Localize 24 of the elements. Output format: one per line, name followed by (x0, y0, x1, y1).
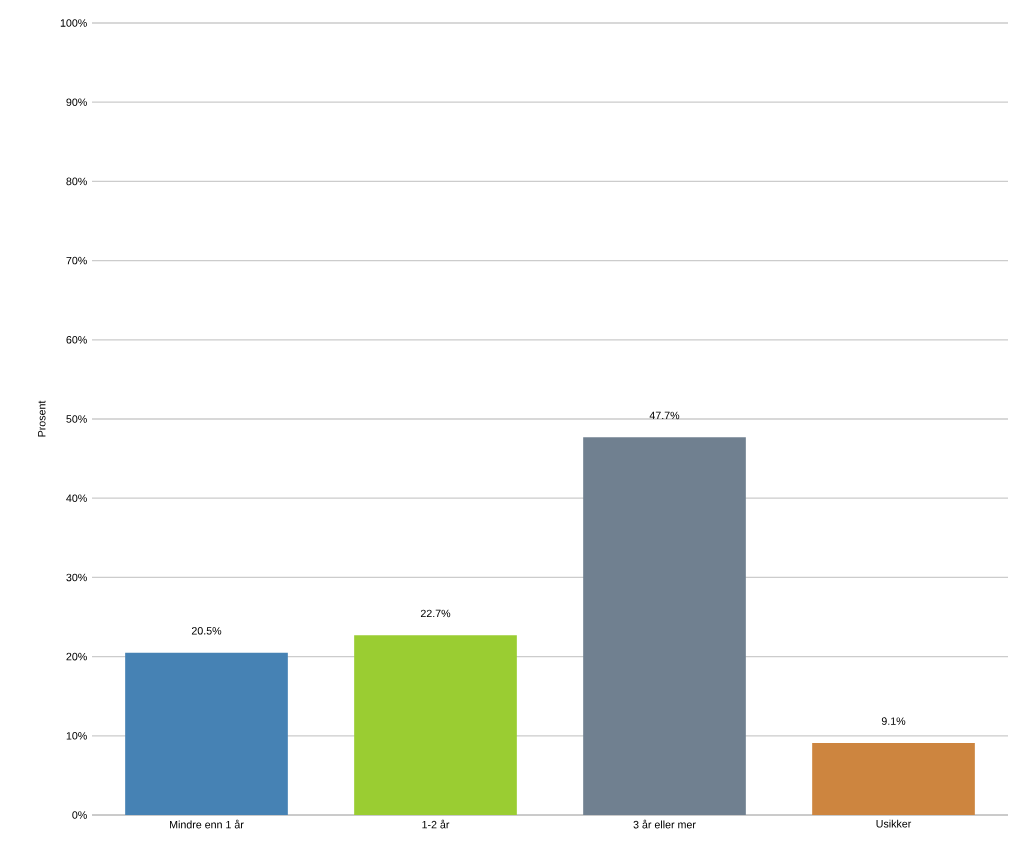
y-axis-title: Prosent (38, 400, 46, 437)
y-tick-label: 40% (66, 494, 87, 502)
y-tick-label: 90% (66, 98, 87, 106)
y-tick-label: 70% (66, 256, 87, 265)
data-label: 47.7% (649, 411, 680, 420)
bar (125, 652, 288, 815)
y-tick-label: 60% (66, 336, 87, 344)
y-tick-label: 80% (66, 177, 87, 186)
x-tick-label: 3 år eller mer (633, 819, 696, 829)
bar (812, 742, 975, 815)
y-tick-label: 0% (72, 811, 87, 819)
bar (354, 635, 517, 815)
y-tick-label: 10% (66, 732, 87, 740)
y-tick-label: 20% (66, 652, 87, 661)
bar (583, 437, 746, 815)
x-tick-label: Usikker (876, 819, 912, 828)
x-tick-label: Mindre enn 1 år (170, 819, 244, 829)
data-label: 9.1% (881, 717, 906, 725)
y-tick-label: 100% (60, 19, 87, 27)
y-tick-label: 30% (66, 573, 87, 582)
y-tick-label: 50% (66, 415, 87, 423)
data-label: 20.5% (191, 627, 222, 635)
x-tick-label: 1-2 år (422, 819, 450, 829)
data-label: 22.7% (420, 609, 451, 618)
